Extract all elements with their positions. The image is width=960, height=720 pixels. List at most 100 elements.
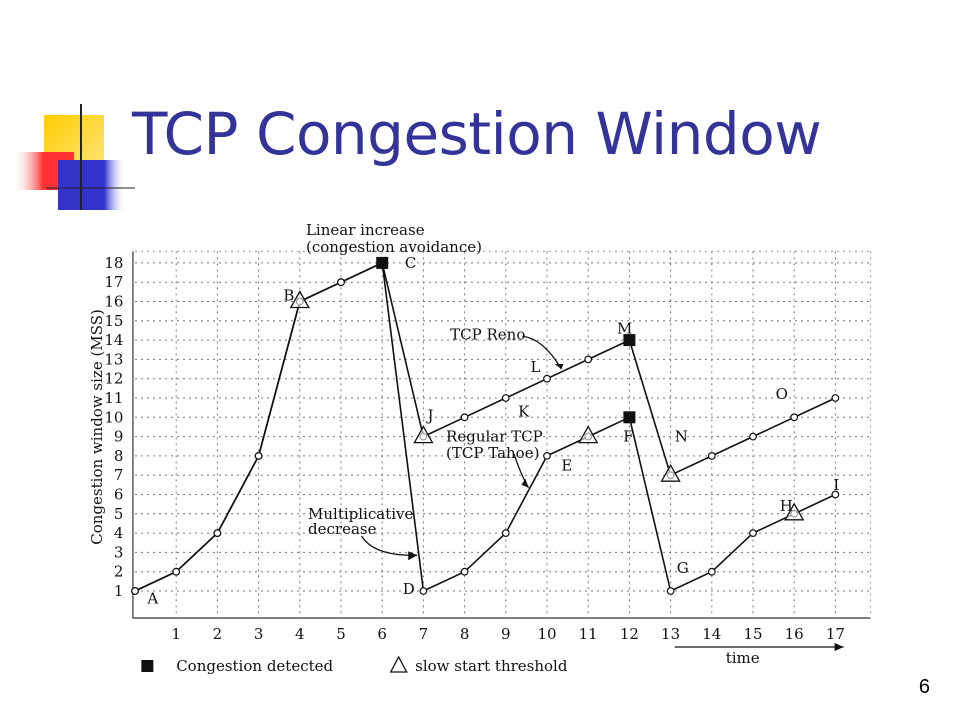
x-tick-label: 6 [377,625,387,643]
y-tick-label: 10 [104,408,123,426]
multiplicative-decrease-arrow-head [408,551,418,561]
legend-congestion-marker [141,660,154,672]
x-tick-label: 14 [702,625,721,643]
y-tick-label: 8 [114,447,124,465]
data-point-tahoe [419,587,428,595]
x-tick-label: 2 [213,625,223,643]
annotation-multiplicative-decrease-sub: decrease [308,520,377,538]
annotation-linear-increase-sub: (congestion avoidance) [306,238,482,256]
data-point-reno [707,451,716,460]
y-tick-label: 16 [104,293,123,311]
data-point-reno [584,355,593,364]
y-tick-label: 17 [104,273,123,291]
x-tick-label: 7 [419,625,429,643]
y-tick-label: 13 [104,350,123,368]
y-tick-label: 6 [114,486,124,504]
point-label-n: N [675,428,688,446]
regular-tcp-arrow-head [521,478,529,488]
x-axis-label: time [726,649,760,667]
data-point-reno [501,394,510,402]
point-label-g: G [677,559,689,577]
y-tick-label: 15 [104,312,123,330]
x-tick-label: 1 [171,625,181,643]
point-label-d: D [403,580,415,598]
point-label-f: F [623,428,633,446]
y-tick-label: 2 [114,563,124,581]
data-point-tahoe [707,567,716,576]
x-tick-label: 15 [743,625,762,643]
y-tick-label: 4 [114,524,124,542]
x-tick-label: 8 [460,625,470,643]
data-point-tahoe [666,587,675,595]
point-label-c: C [405,254,416,272]
x-tick-label: 4 [295,625,305,643]
x-tick-label: 10 [537,625,556,643]
x-tick-label: 5 [336,625,346,643]
data-point-reno [831,394,840,402]
data-point-reno [749,432,757,441]
data-point-reno [172,567,181,576]
point-label-a: A [146,590,158,608]
point-label-e: E [561,457,572,475]
point-label-m: M [617,320,632,338]
congestion-detected-marker [376,256,389,269]
linear-increase-pointer [377,256,387,268]
y-tick-label: 14 [104,331,123,349]
point-label-l: L [531,358,541,376]
slow-start-threshold-marker [784,502,805,521]
point-label-i: I [833,476,839,494]
annotation-tcp-reno: TCP Reno [450,325,525,343]
decorative-logo-icon [12,104,135,210]
y-tick-label: 3 [114,543,124,561]
slow-start-threshold-marker [289,290,310,309]
annotation-multiplicative-decrease: Multiplicative [308,505,413,523]
slow-start-threshold-marker [413,425,434,444]
annotation-regular-tcp: Regular TCP [446,428,543,446]
slow-start-threshold-marker [660,463,681,482]
x-tick-label: 13 [661,625,680,643]
x-tick-label: 17 [826,625,845,643]
data-point-tahoe [460,567,469,576]
page-number: 6 [918,676,930,698]
x-tick-label: 12 [620,625,639,643]
plot-frame [132,251,871,619]
data-point-tahoe [543,451,551,460]
y-tick-label: 18 [104,254,123,272]
y-tick-label: 5 [114,505,124,523]
congestion-detected-marker [623,411,636,424]
data-point-reno [131,587,139,595]
x-tick-label: 11 [579,625,598,643]
slow-start-threshold-marker [578,425,599,444]
annotation-linear-increase: Linear increase [306,221,425,239]
y-tick-label: 1 [114,582,124,600]
y-tick-label: 11 [104,389,123,407]
point-label-k: K [518,403,530,421]
data-point-reno [460,413,469,422]
annotation-regular-tcp-sub: (TCP Tahoe) [446,444,539,462]
data-point-tahoe [749,529,757,538]
x-tick-label: 9 [501,625,511,643]
point-label-o: O [776,385,788,403]
legend-threshold-marker [389,655,408,673]
tcp-reno-arrow-head [554,364,564,370]
point-label-h: H [780,497,793,515]
y-tick-label: 12 [104,370,123,388]
data-point-reno [543,374,551,383]
data-point-reno [337,278,345,287]
slide-title: TCP Congestion Window [132,100,822,168]
point-label-j: J [426,406,434,424]
data-point-tahoe [831,490,840,499]
y-axis-label: Congestion window size (MSS) [88,309,106,545]
data-point-reno [254,451,263,460]
congestion-detected-marker [623,334,636,347]
series-line-reno [134,262,836,592]
legend-slow-start-threshold: slow start threshold [415,657,568,675]
data-point-reno [790,413,799,422]
time-arrow-head [834,643,844,651]
data-point-tahoe [501,529,510,538]
y-tick-label: 7 [114,466,124,484]
point-label-b: B [283,287,294,305]
data-point-reno [213,529,222,538]
legend-congestion-detected: Congestion detected [176,657,333,675]
